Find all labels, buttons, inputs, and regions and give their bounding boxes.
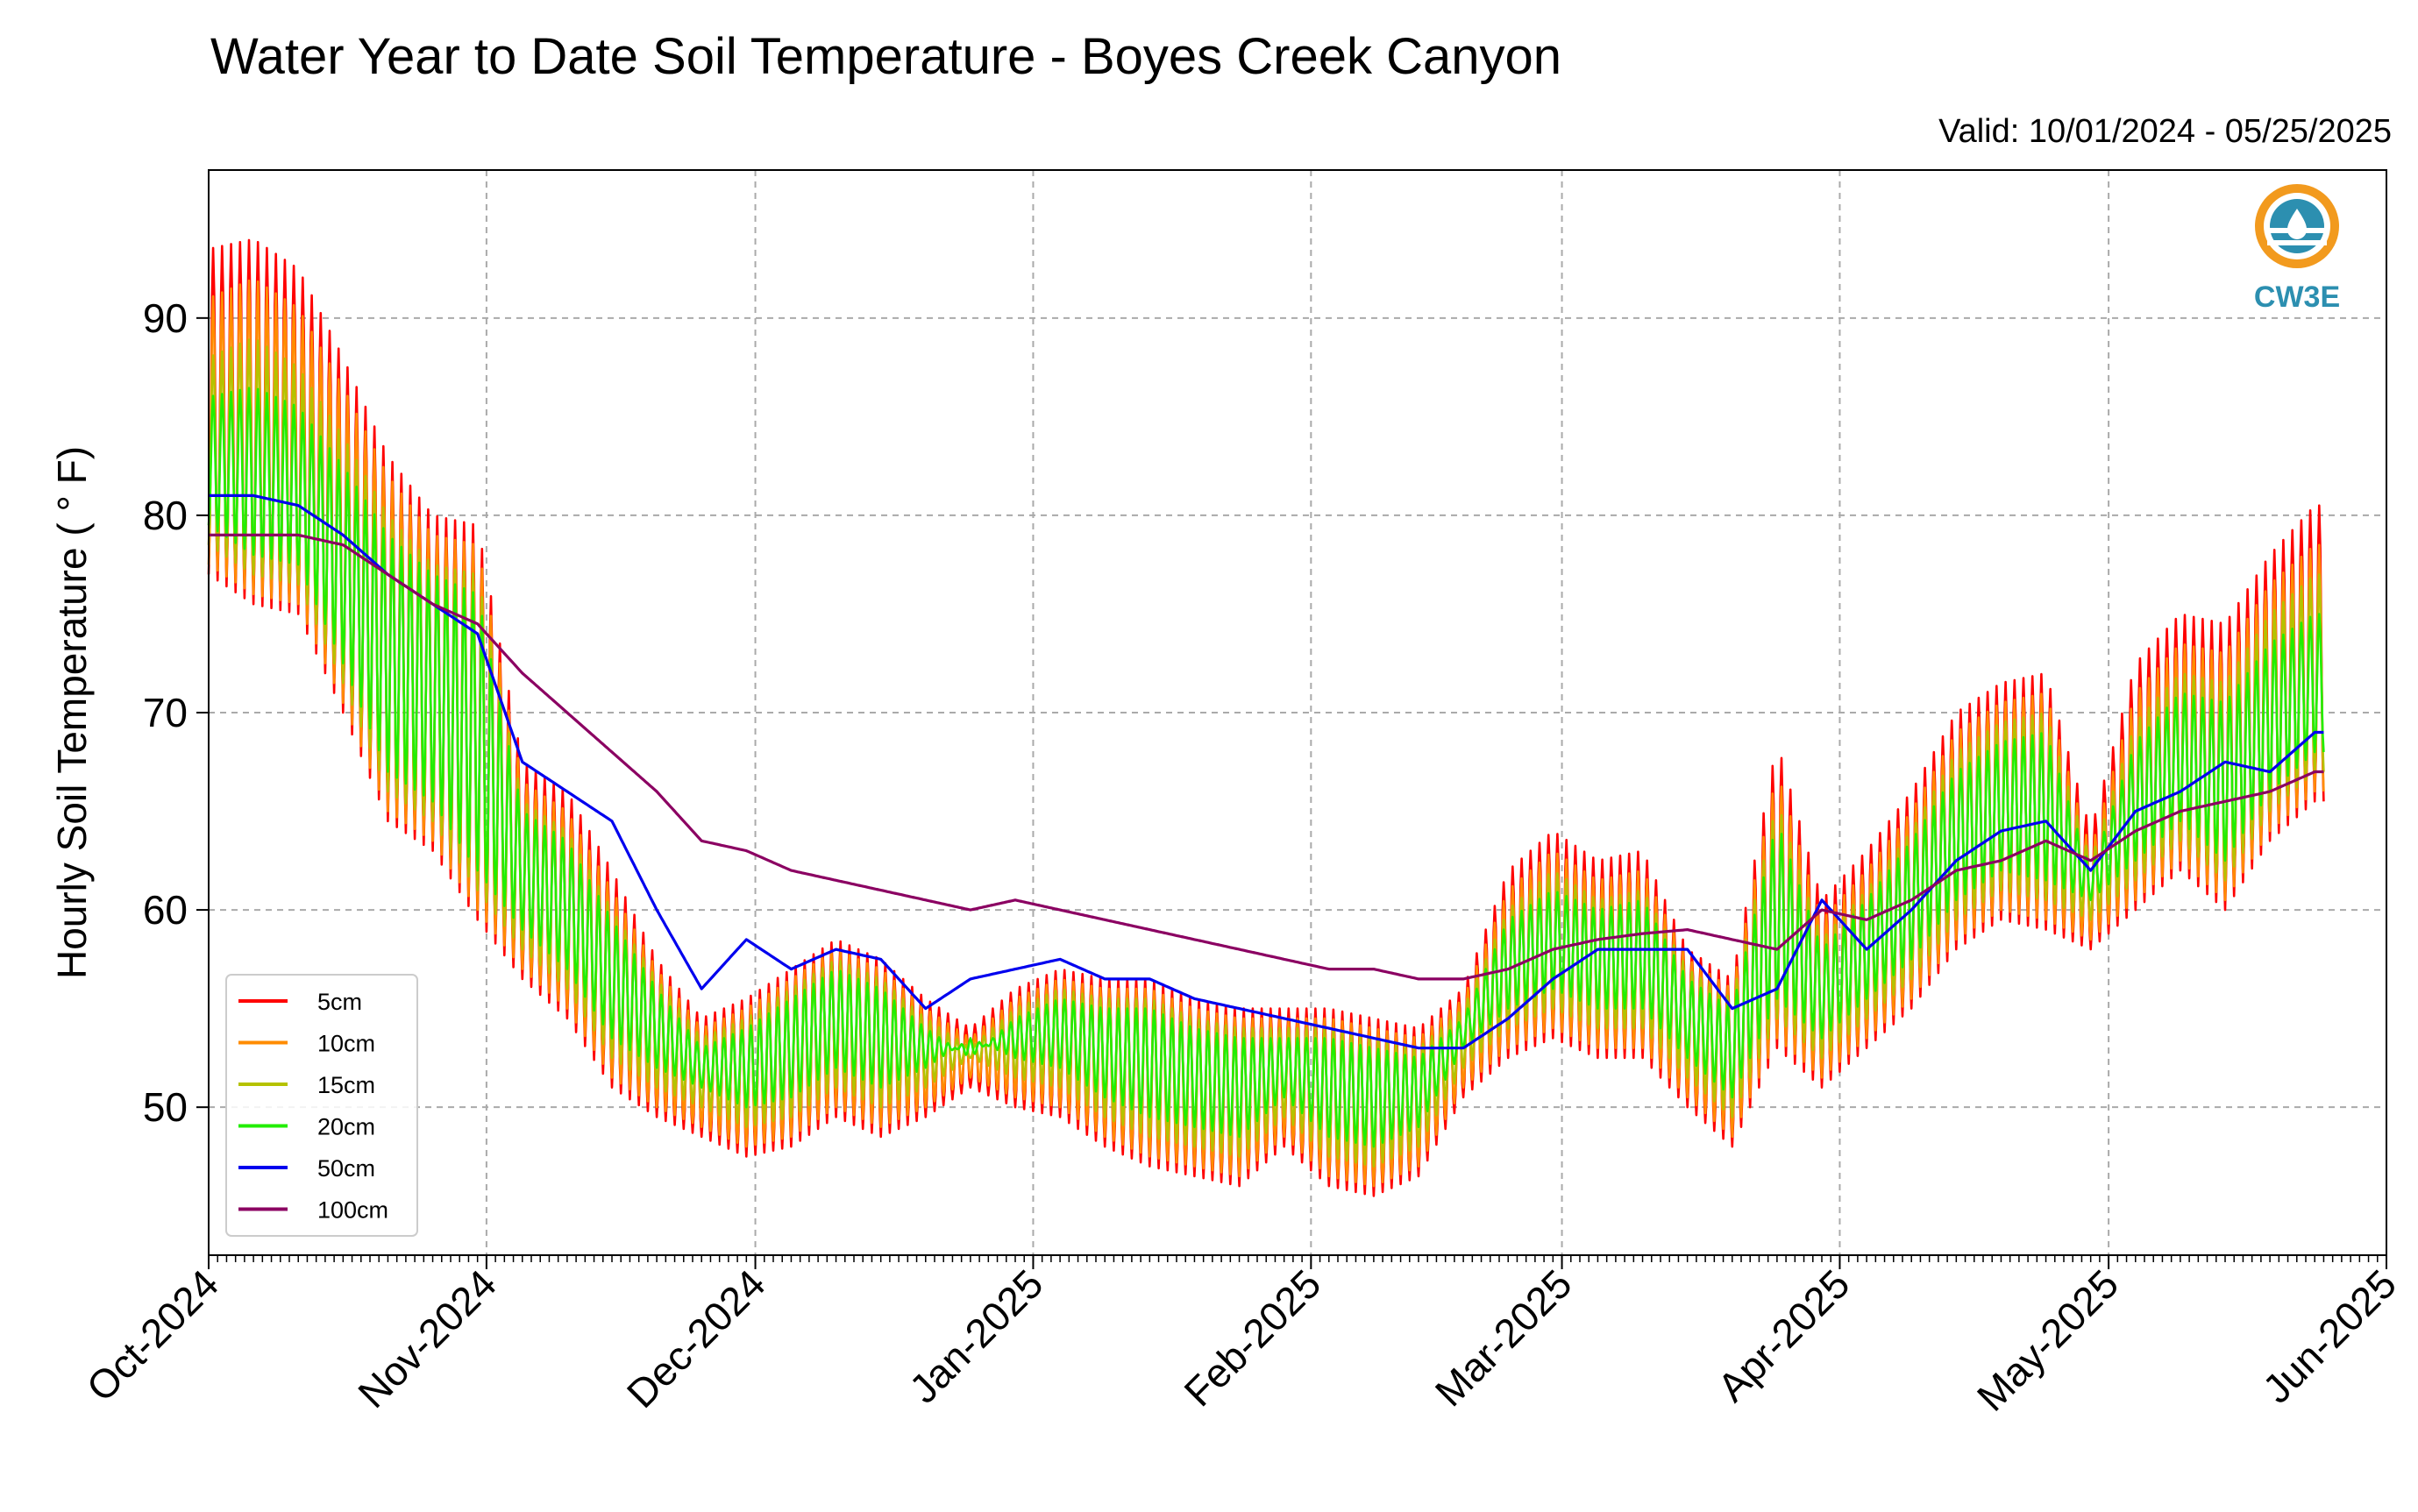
x-tick-label: Nov-2024 <box>349 1260 505 1416</box>
x-axis: Oct-2024 Nov-2024 Dec-2024 Jan-2025 Feb-2025… <box>78 1255 2405 1420</box>
y-axis: 50 60 70 80 90 <box>143 295 209 1130</box>
logo-text: CW3E <box>2254 280 2340 314</box>
legend-label: 5cm <box>317 989 362 1015</box>
x-tick-label: Oct-2024 <box>78 1260 228 1410</box>
legend-box <box>225 974 418 1237</box>
cw3e-logo: CW3E <box>2254 184 2340 314</box>
legend-label: 15cm <box>317 1072 375 1098</box>
y-axis-label: Hourly Soil Temperature ( ° F) <box>49 446 95 979</box>
legend-label: 100cm <box>317 1197 388 1224</box>
x-tick-label: Feb-2025 <box>1175 1260 1329 1415</box>
x-tick-label: Apr-2025 <box>1709 1260 1859 1410</box>
legend-label: 20cm <box>317 1114 375 1140</box>
logo-droplet-icon <box>2287 209 2307 239</box>
legend-label: 10cm <box>317 1031 375 1057</box>
valid-date-range: Valid: 10/01/2024 - 05/25/2025 <box>1938 113 2392 150</box>
grid-lines <box>209 170 2386 1255</box>
y-tick-label: 90 <box>143 295 188 341</box>
chart-title: Water Year to Date Soil Temperature - Bo… <box>210 28 1561 85</box>
series-line-50cm <box>209 493 2324 1050</box>
legend-label: 50cm <box>317 1155 375 1182</box>
x-tick-label: Jan-2025 <box>900 1260 1051 1411</box>
series-line-20cm <box>207 387 2325 1148</box>
x-tick-label: Dec-2024 <box>618 1260 774 1416</box>
x-tick-label: Jun-2025 <box>2254 1260 2405 1411</box>
y-tick-label: 70 <box>143 690 188 735</box>
y-tick-label: 80 <box>143 493 188 538</box>
y-tick-label: 50 <box>143 1084 188 1130</box>
legend: 5cm 10cm 15cm 20cm 50cm 100cm <box>225 974 418 1237</box>
series-line-100cm <box>209 533 2324 981</box>
x-tick-label: Mar-2025 <box>1426 1260 1581 1415</box>
x-tick-label: May-2025 <box>1968 1260 2127 1419</box>
plot-area <box>207 238 2325 1197</box>
y-tick-label: 60 <box>143 887 188 933</box>
